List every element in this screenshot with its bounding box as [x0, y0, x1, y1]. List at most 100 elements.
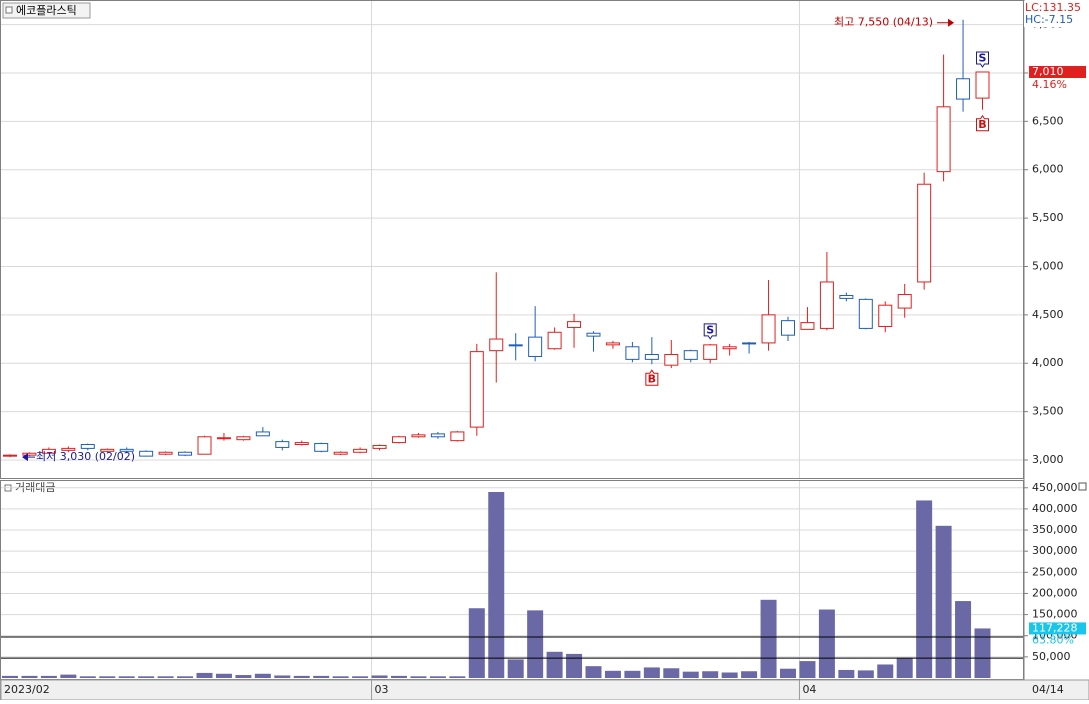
signal-label: S	[706, 323, 714, 336]
candle-body	[61, 447, 76, 451]
candle-body	[430, 433, 445, 438]
pane-close[interactable]	[1078, 482, 1087, 491]
y-tick-label: 50,000	[1032, 650, 1071, 663]
volume-bar	[391, 675, 407, 678]
last-volume-box	[1029, 622, 1086, 635]
y-tick-label: 4,000	[1032, 356, 1064, 369]
candle-body	[197, 436, 212, 455]
candle-body	[469, 351, 484, 428]
volume-bar	[313, 675, 330, 678]
volume-bar	[99, 676, 116, 678]
volume-bar	[215, 673, 232, 678]
volume-bar	[235, 675, 252, 678]
candle-body	[683, 350, 698, 360]
volume-bar	[857, 670, 874, 678]
volume-bar	[488, 491, 505, 678]
candle-body	[605, 342, 620, 346]
title-icon	[5, 6, 13, 14]
x-tick-label: 03	[375, 683, 389, 696]
x-tick-label: 04	[802, 683, 816, 696]
volume-bar	[468, 608, 485, 678]
candle-body	[333, 451, 348, 455]
volume-bar	[935, 525, 952, 678]
signal-marker	[645, 369, 659, 386]
candle-body	[800, 322, 815, 330]
candle-body	[119, 448, 134, 452]
candle-body	[917, 183, 932, 283]
last-volume-label: 117,228	[1032, 621, 1078, 634]
volume-bar	[196, 672, 213, 678]
volume-bar	[624, 670, 641, 678]
signal-marker	[976, 114, 989, 132]
volume-bar	[896, 657, 913, 678]
volume-bar	[643, 667, 660, 678]
candle-body	[839, 295, 854, 299]
volume-bar	[566, 653, 583, 678]
volume-bar	[21, 675, 38, 678]
y-tick-label: 350,000	[1032, 523, 1078, 536]
y-tick-label: 5,500	[1032, 211, 1064, 224]
candle-body	[644, 354, 659, 360]
volume-bar	[40, 675, 57, 678]
candle-body	[956, 78, 971, 100]
last-price-label: 7,010	[1032, 65, 1064, 78]
date-label: 04/14	[1032, 683, 1064, 696]
candle-body	[236, 436, 251, 441]
candle-body	[819, 281, 834, 329]
lc-label: LC:131.35	[1025, 1, 1081, 14]
volume-bar	[663, 668, 680, 678]
candle-body	[625, 346, 640, 360]
candle-body	[936, 106, 951, 173]
volume-bar	[371, 675, 388, 678]
volume-bar	[741, 671, 758, 678]
volume-bar	[974, 628, 991, 678]
candle-body	[897, 294, 912, 309]
candle-body	[3, 454, 17, 457]
volume-bar	[916, 500, 933, 678]
candle-body	[508, 344, 523, 347]
y-tick-label: 6,000	[1032, 163, 1064, 176]
y-tick-label: 5,000	[1032, 259, 1064, 272]
volume-bar	[293, 675, 310, 678]
signal-label: B	[978, 118, 986, 131]
volume-bar	[955, 601, 972, 678]
candle-body	[450, 431, 465, 442]
x-tick-label: 2023/02	[4, 683, 50, 696]
candle-body	[41, 448, 56, 454]
candle-body	[178, 451, 193, 456]
volume-bar	[157, 676, 174, 678]
candle-body	[139, 450, 154, 457]
title-box[interactable]	[2, 2, 91, 19]
candle-body	[158, 451, 173, 455]
volume-bar	[79, 676, 96, 678]
volume-bar	[118, 676, 135, 678]
high-arrowhead	[948, 18, 955, 27]
signal-marker	[976, 51, 989, 68]
candle-body	[781, 320, 795, 336]
candle-body	[975, 71, 990, 99]
volume-bar	[527, 610, 544, 678]
signal-marker	[703, 323, 717, 340]
low-annotation: 최저 3,030 (02/02)	[36, 450, 135, 463]
candle-body	[742, 342, 757, 345]
volume-bar	[138, 676, 155, 678]
candle-body	[722, 346, 737, 350]
volume-bar	[838, 669, 855, 678]
volume-bar	[760, 599, 777, 678]
low-arrowhead	[22, 453, 28, 462]
volume-bar	[877, 664, 894, 678]
candle-body	[878, 304, 893, 327]
ratio-label: 63.80%	[1032, 633, 1074, 646]
candle-body	[664, 354, 679, 366]
lc-hc-box	[1024, 1, 1086, 27]
change-label: 4.16%	[1032, 78, 1067, 91]
volume-bar	[352, 676, 369, 678]
volume-bar	[60, 674, 77, 678]
volume-bar	[410, 676, 427, 678]
candle-body	[567, 321, 582, 328]
volume-bar	[585, 666, 602, 678]
volume-bar	[2, 675, 18, 678]
y-tick-label: 150,000	[1032, 608, 1078, 621]
hc-label: HC:-7.15	[1025, 13, 1073, 26]
